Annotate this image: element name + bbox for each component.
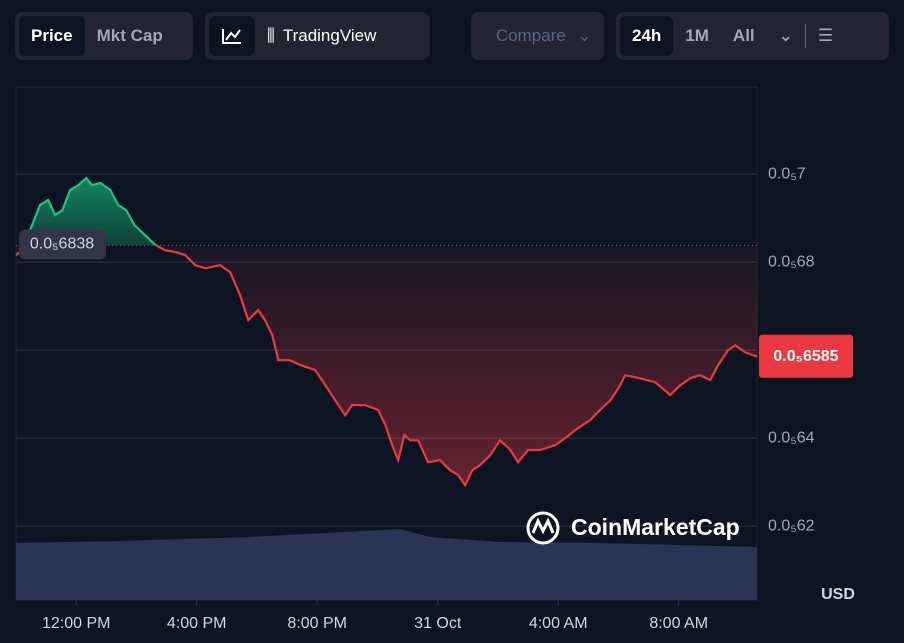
- current-price-badge: [759, 334, 853, 378]
- metric-toggle: Price Mkt Cap: [15, 12, 193, 60]
- x-tick-label: 4:00 PM: [167, 615, 227, 632]
- x-tick-label: 8:00 PM: [287, 615, 347, 632]
- chevron: ⌄: [577, 28, 592, 45]
- divider: [804, 24, 806, 48]
- x-tick-label: 4:00 AM: [529, 615, 588, 632]
- tradingview-button[interactable]: ⫼ TradingView: [255, 16, 388, 56]
- x-tick-label: 31 Oct: [414, 615, 462, 632]
- range-toggle: 24h 1M All ⌄ ☰: [616, 12, 889, 60]
- line-chart-button[interactable]: [209, 16, 255, 56]
- baseline-badge: [19, 229, 106, 260]
- price-area: [16, 178, 758, 486]
- range-all[interactable]: All: [732, 26, 755, 45]
- y-tick-label: 0.0₅62: [768, 517, 815, 534]
- volume-area: [16, 529, 757, 600]
- candle-icon: ⫼: [267, 26, 275, 45]
- compare-label: Compare: [495, 26, 566, 45]
- tradingview-label: TradingView: [282, 26, 377, 45]
- range-more[interactable]: ⌄: [778, 26, 793, 45]
- baseline-label: 0.0₅6838: [30, 236, 94, 253]
- y-tick-label: 0.0₅68: [768, 253, 815, 270]
- x-tick-label: 8:00 AM: [649, 615, 708, 632]
- settings-button[interactable]: ☰: [817, 26, 834, 45]
- chart-type-toggle: ⫼ TradingView: [205, 12, 430, 60]
- compare-dropdown[interactable]: Compare ⌄: [471, 12, 604, 60]
- watermark: CoinMarketCap: [526, 511, 740, 545]
- mkt-cap-button[interactable]: Mkt Cap: [96, 26, 163, 45]
- price-button[interactable]: Price: [19, 16, 85, 56]
- y-tick-label: 0.0₅64: [768, 429, 815, 446]
- current-price-label: 0.0₅6585: [773, 348, 838, 365]
- line-icon: [222, 29, 241, 44]
- x-tick-label: 12:00 PM: [42, 615, 110, 632]
- y-tick-label: 0.0₅7: [768, 165, 806, 182]
- price-line: [15, 176, 758, 488]
- unit-label: USD: [821, 586, 855, 603]
- range-1m[interactable]: 1M: [685, 26, 709, 45]
- range-24h[interactable]: 24h: [620, 16, 674, 56]
- watermark-text: CoinMarketCap: [571, 514, 740, 540]
